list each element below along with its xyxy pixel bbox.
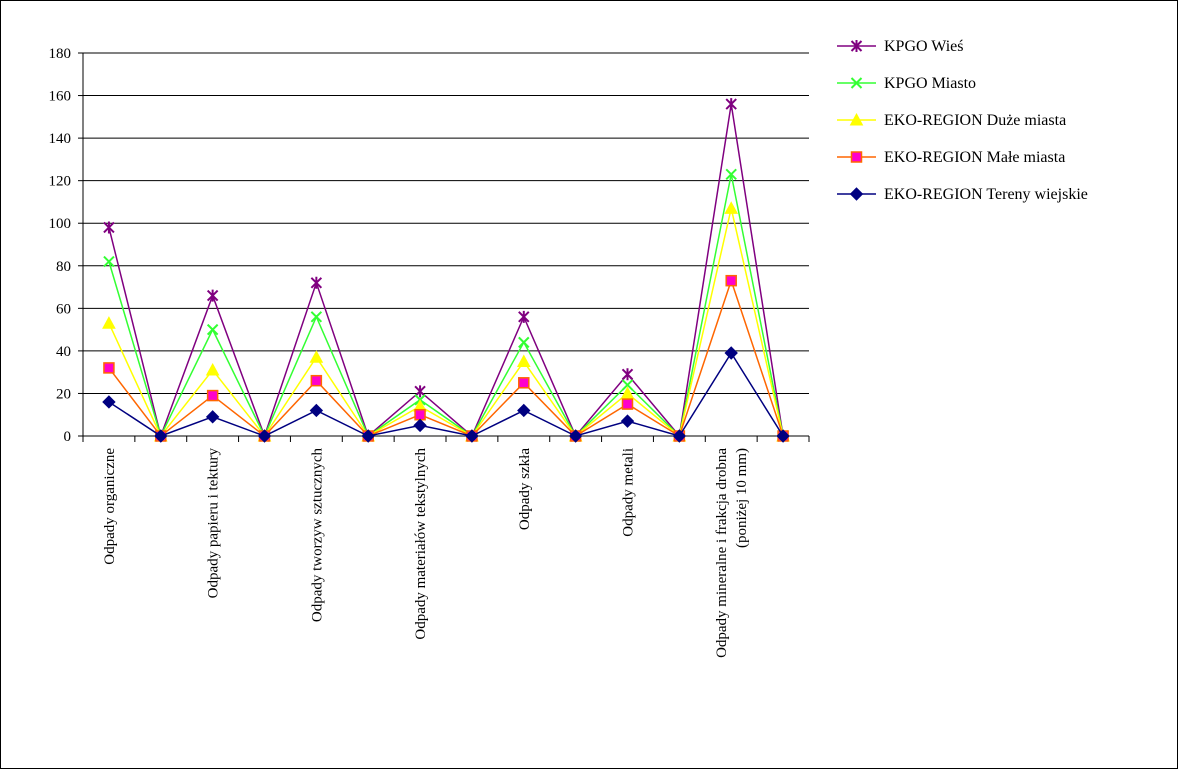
y-tick-label: 60 (56, 301, 71, 317)
data-point (413, 418, 427, 433)
series-1 (103, 98, 789, 442)
data-point (725, 168, 737, 180)
data-point (309, 403, 324, 418)
data-point (725, 274, 737, 287)
data-point (414, 385, 426, 398)
series-3 (102, 201, 790, 442)
x-tick-label: Odpady metali (621, 448, 637, 537)
data-point (518, 336, 530, 349)
data-point (465, 429, 479, 443)
series-line (108, 278, 784, 438)
data-point (206, 323, 219, 336)
legend-entry: KPGO Miasto (837, 75, 976, 92)
data-point (361, 429, 375, 443)
series-line (108, 174, 784, 439)
data-point (725, 98, 737, 111)
data-point (206, 289, 219, 302)
data-point (621, 368, 634, 381)
y-tick-label: 80 (56, 259, 71, 275)
x-tick-label: Odpady organiczne (102, 448, 118, 565)
data-point (205, 410, 220, 424)
data-point (724, 346, 738, 360)
legend: KPGO Wieś KPGO Miasto EKO-REGION Duże mias… (837, 38, 1088, 203)
data-point (776, 429, 790, 443)
series-4 (103, 274, 789, 442)
data-point (621, 379, 634, 391)
data-point (103, 221, 115, 234)
data-point (310, 311, 323, 323)
x-tick-label: (poniżej 10 mm) (734, 448, 750, 548)
data-point (849, 187, 864, 201)
data-point (414, 408, 426, 421)
data-point (102, 395, 116, 409)
data-point (103, 362, 115, 374)
series-line (108, 103, 784, 439)
y-tick-label: 160 (49, 89, 72, 105)
series-line (108, 208, 784, 438)
legend-entry: EKO-REGION Duże miasta (837, 112, 1066, 129)
data-point (103, 255, 115, 268)
legend-entry: EKO-REGION Tereny wiejskie (837, 186, 1088, 203)
legend-label: KPGO Wieś (884, 38, 964, 55)
data-point (516, 354, 531, 368)
y-tick-label: 180 (49, 46, 72, 62)
data-point (102, 316, 116, 329)
data-point (517, 403, 531, 418)
series-line (108, 351, 784, 437)
y-tick-label: 0 (64, 429, 72, 445)
data-point (850, 77, 863, 89)
data-point (724, 201, 739, 214)
legend-label: EKO-REGION Małe miasta (884, 149, 1065, 166)
data-point (850, 40, 863, 52)
data-point (310, 276, 323, 289)
gridlines (83, 52, 809, 394)
data-point (672, 429, 687, 443)
y-tick-label: 20 (56, 386, 71, 402)
y-tick-label: 100 (49, 216, 72, 232)
data-point (154, 429, 168, 443)
x-tick-label: Odpady tworzyw sztucznych (309, 448, 325, 623)
legend-label: KPGO Miasto (884, 75, 976, 92)
legend-label: EKO-REGION Tereny wiejskie (884, 186, 1088, 203)
data-point (620, 414, 635, 428)
x-tick-label: Odpady papieru i tektury (206, 448, 222, 599)
data-point (621, 398, 634, 410)
y-tick-label: 140 (49, 131, 72, 147)
data-point (518, 377, 530, 389)
axes: 0 20 40 60 80 100 120 140 160 180 Odpady organiczn… (49, 46, 810, 658)
data-point (568, 429, 583, 443)
legend-entry: EKO-REGION Małe miasta (837, 149, 1065, 166)
x-tick-label: Odpady mineralne i frakcja drobna (714, 448, 730, 658)
legend-label: EKO-REGION Duże miasta (884, 112, 1066, 129)
data-point (205, 362, 220, 376)
legend-entry: KPGO Wieś (837, 38, 964, 55)
data-point (850, 151, 863, 163)
data-point (206, 389, 219, 402)
x-tick-label: Odpady materiałów tekstylnych (413, 448, 429, 640)
y-tick-label: 120 (49, 174, 72, 190)
data-point (518, 310, 530, 323)
data-point (309, 350, 324, 363)
series-lines (102, 98, 790, 443)
data-point (257, 429, 272, 443)
y-tick-label: 40 (56, 344, 71, 360)
data-point (849, 112, 864, 126)
data-point (310, 374, 323, 387)
series-5 (102, 346, 790, 443)
x-tick-label: Odpady szkła (517, 448, 533, 530)
